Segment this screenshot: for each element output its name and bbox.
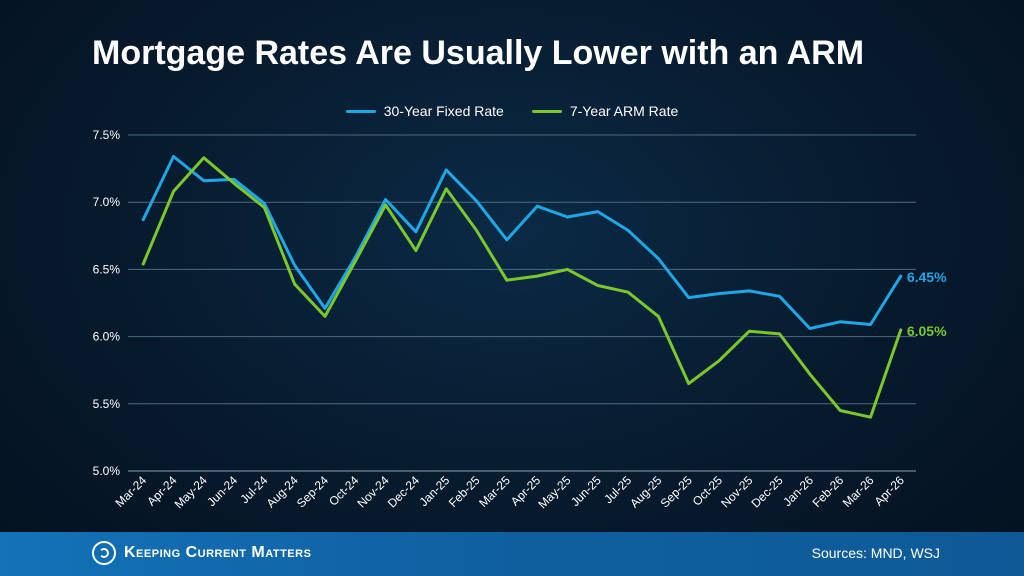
x-tick-label: Aug-25	[627, 473, 664, 510]
legend-swatch-arm	[531, 109, 562, 113]
legend-swatch-fixed	[345, 109, 376, 113]
x-tick-label: Sep-25	[658, 473, 695, 510]
brand-logo-text: Keeping Current Matters	[124, 544, 312, 561]
x-tick-label: Mar-26	[840, 473, 877, 510]
x-tick-label: May-25	[535, 473, 573, 511]
series-line-arm	[141, 156, 903, 419]
brand-logo: Keeping Current Matters	[92, 541, 311, 565]
line-chart: 5.0%5.5%6.0%6.5%7.0%7.5%Mar-24Apr-24May-…	[93, 128, 948, 511]
x-tick-label: Feb-25	[446, 473, 483, 510]
end-label-fixed: 6.45%	[907, 269, 947, 285]
legend-item-fixed: 30-Year Fixed Rate	[345, 103, 504, 119]
x-tick-label: Apr-26	[872, 473, 908, 509]
x-tick-label: Jan-26	[780, 473, 816, 509]
x-tick-label: Mar-25	[476, 473, 513, 510]
x-tick-label: Feb-26	[810, 473, 847, 510]
legend-label-arm: 7-Year ARM Rate	[569, 103, 679, 119]
x-tick-label: Jun-24	[204, 473, 240, 509]
y-tick-label: 6.0%	[93, 330, 121, 344]
y-tick-label: 7.0%	[93, 195, 121, 209]
legend-label-fixed: 30-Year Fixed Rate	[383, 103, 504, 119]
kcm-swirl-icon	[92, 541, 116, 565]
y-tick-label: 6.5%	[93, 262, 121, 276]
x-tick-label: May-24	[172, 473, 210, 511]
series-line-fixed	[141, 155, 903, 330]
chart-title: Mortgage Rates Are Usually Lower with an…	[92, 34, 865, 72]
x-tick-label: Jun-25	[568, 473, 604, 509]
y-tick-label: 5.5%	[93, 397, 121, 411]
x-tick-label: Jan-25	[416, 473, 452, 509]
end-label-arm: 6.05%	[907, 323, 947, 339]
x-tick-label: Dec-25	[748, 473, 785, 510]
x-tick-label: Nov-24	[354, 473, 391, 510]
footer-bar: Keeping Current Matters Sources: MND, WS…	[0, 532, 1024, 576]
x-tick-label: Dec-24	[385, 473, 422, 510]
x-tick-label: Aug-24	[264, 473, 301, 510]
legend-item-arm: 7-Year ARM Rate	[531, 103, 679, 119]
x-tick-label: Mar-24	[112, 473, 149, 510]
chart-legend: 30-Year Fixed Rate 7-Year ARM Rate	[0, 103, 1024, 119]
x-tick-label: Nov-25	[718, 473, 755, 510]
x-tick-label: Sep-24	[294, 473, 331, 510]
y-tick-label: 7.5%	[93, 128, 121, 142]
y-tick-label: 5.0%	[93, 464, 121, 478]
sources-text: Sources: MND, WSJ	[811, 545, 940, 561]
